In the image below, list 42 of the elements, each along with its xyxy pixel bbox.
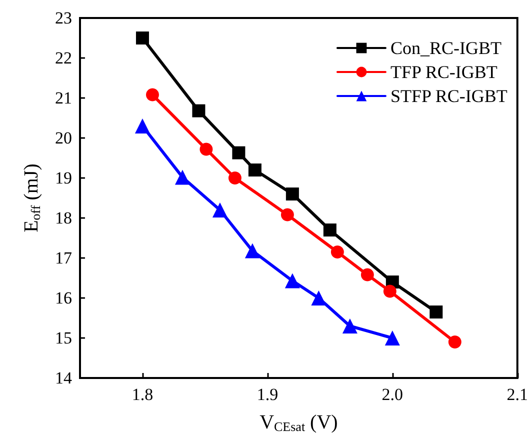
point (174, 170, 190, 185)
y-tick-label: 20 (55, 128, 72, 148)
y-tick-label: 18 (55, 208, 72, 228)
y-axis-title: Eoff (mJ) (20, 164, 43, 232)
x-tick-label: 2.0 (382, 385, 404, 404)
point (134, 118, 150, 134)
point (212, 202, 228, 218)
point (323, 224, 336, 236)
point (248, 164, 262, 176)
y-tick-label: 19 (55, 168, 72, 188)
y-tick-label: 16 (55, 288, 72, 308)
y-tick-label: 15 (55, 328, 72, 348)
point (200, 142, 213, 156)
x-tick-label: 1.8 (132, 385, 154, 404)
point (146, 88, 159, 102)
point (280, 208, 294, 222)
point (286, 188, 299, 200)
point (383, 284, 396, 298)
point (192, 104, 206, 118)
point (136, 32, 149, 44)
point (448, 336, 462, 348)
legend-label: TFP RC-IGBT (390, 62, 498, 82)
point (384, 330, 400, 346)
point (284, 273, 300, 288)
point (360, 268, 374, 282)
legend-label: Con_RC-IGBT (390, 38, 502, 58)
x-tick-label: 1.9 (256, 385, 278, 404)
y-tick-label: 23 (55, 8, 72, 28)
legend-label: STFP RC-IGBT (390, 86, 508, 106)
y-tick-label: 22 (55, 48, 72, 68)
y-tick-label: 21 (55, 88, 72, 108)
x-axis-title: VCEsat (V) (260, 412, 338, 434)
point (430, 306, 443, 318)
point (244, 243, 260, 258)
y-tick-label: 17 (55, 248, 72, 268)
point (342, 318, 358, 334)
x-tick-label: 2.1 (506, 385, 528, 404)
point (330, 246, 344, 258)
point (228, 172, 242, 184)
point (232, 146, 246, 160)
point (311, 290, 326, 306)
y-tick-label: 14 (55, 368, 72, 388)
